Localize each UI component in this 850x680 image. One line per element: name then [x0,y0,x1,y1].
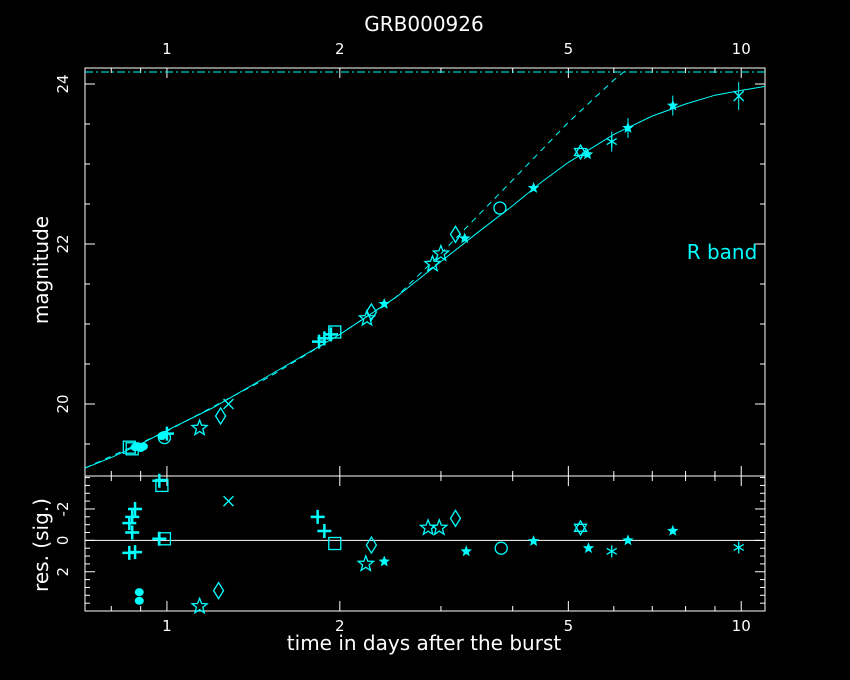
residual-point [317,523,332,538]
data-point [365,302,378,322]
data-point [449,225,462,244]
band-annotation: R band [687,240,758,264]
residual-point [134,596,144,605]
y-axis-label-top: magnitude [29,216,53,324]
residual-point [128,501,143,516]
residual-point [356,554,376,572]
data-point [157,430,172,445]
residual-point [190,596,209,615]
y-tick-label: 2 [54,567,72,577]
y-tick-label: 0 [54,536,72,546]
residual-point [310,509,325,524]
data-point [423,254,442,272]
residual-point [622,534,634,546]
data-point [622,122,634,133]
residual-point [667,524,679,536]
residual-point [328,536,342,551]
residual-point [212,581,225,600]
data-point [223,398,234,410]
x-tick-label-bottom: 10 [732,617,751,635]
x-tick-label-bottom: 1 [162,617,172,635]
y-tick-label: 22 [54,234,72,253]
residual-point [134,588,144,597]
y-tick-label: 20 [54,394,72,413]
residual-point [155,478,169,493]
residual-point [125,509,140,524]
data-point [431,243,451,262]
x-axis-label: time in days after the burst [287,631,562,655]
data-point [190,418,209,436]
data-point [323,327,338,342]
data-point [159,426,174,441]
data-point [493,201,507,215]
data-point [214,406,227,426]
data-point [667,99,679,111]
residual-point [365,535,378,555]
fit-curve-dashed [85,68,630,469]
residual-point [733,541,745,554]
x-tick-label-top: 10 [732,40,751,58]
x-tick-label-top: 1 [162,40,172,58]
residual-point [606,545,618,558]
residual-point [460,545,472,557]
residual-point [128,545,143,560]
x-tick-label-top: 2 [335,40,345,58]
chart-title: GRB000926 [364,12,483,36]
data-point [733,90,745,102]
data-point [459,232,471,244]
residual-point [122,516,137,531]
residual-point [125,525,140,540]
residual-point [223,495,234,507]
data-point [378,298,390,309]
residual-point [573,519,588,537]
residual-point [152,531,167,546]
data-point [527,182,540,193]
fit-curve-solid [85,85,765,469]
x-tick-label-top: 5 [564,40,574,58]
data-point [581,148,594,160]
residual-point [378,555,390,567]
residual-point [157,532,172,546]
residual-point [449,509,462,528]
data-point [138,442,148,451]
y-tick-label: 24 [54,74,72,93]
residual-point [582,542,595,554]
x-tick-label-bottom: 5 [564,617,574,635]
x-tick-label-bottom: 2 [335,617,345,635]
data-point [606,135,618,148]
y-axis-label-bottom: res. (sig.) [29,498,53,592]
residual-point [152,473,167,488]
y-tick-label: -2 [54,501,72,516]
residual-point [527,535,540,546]
magnitude-panel: 1 2 5 10 20 22 24 [54,40,766,477]
residual-point [429,517,449,536]
data-point [328,325,342,339]
plot-frame [84,67,766,477]
residual-point [494,541,508,555]
residual-panel: 1 2 5 10 2 0 -2 [54,473,766,635]
data-point [357,308,377,327]
plot-frame [84,475,766,612]
